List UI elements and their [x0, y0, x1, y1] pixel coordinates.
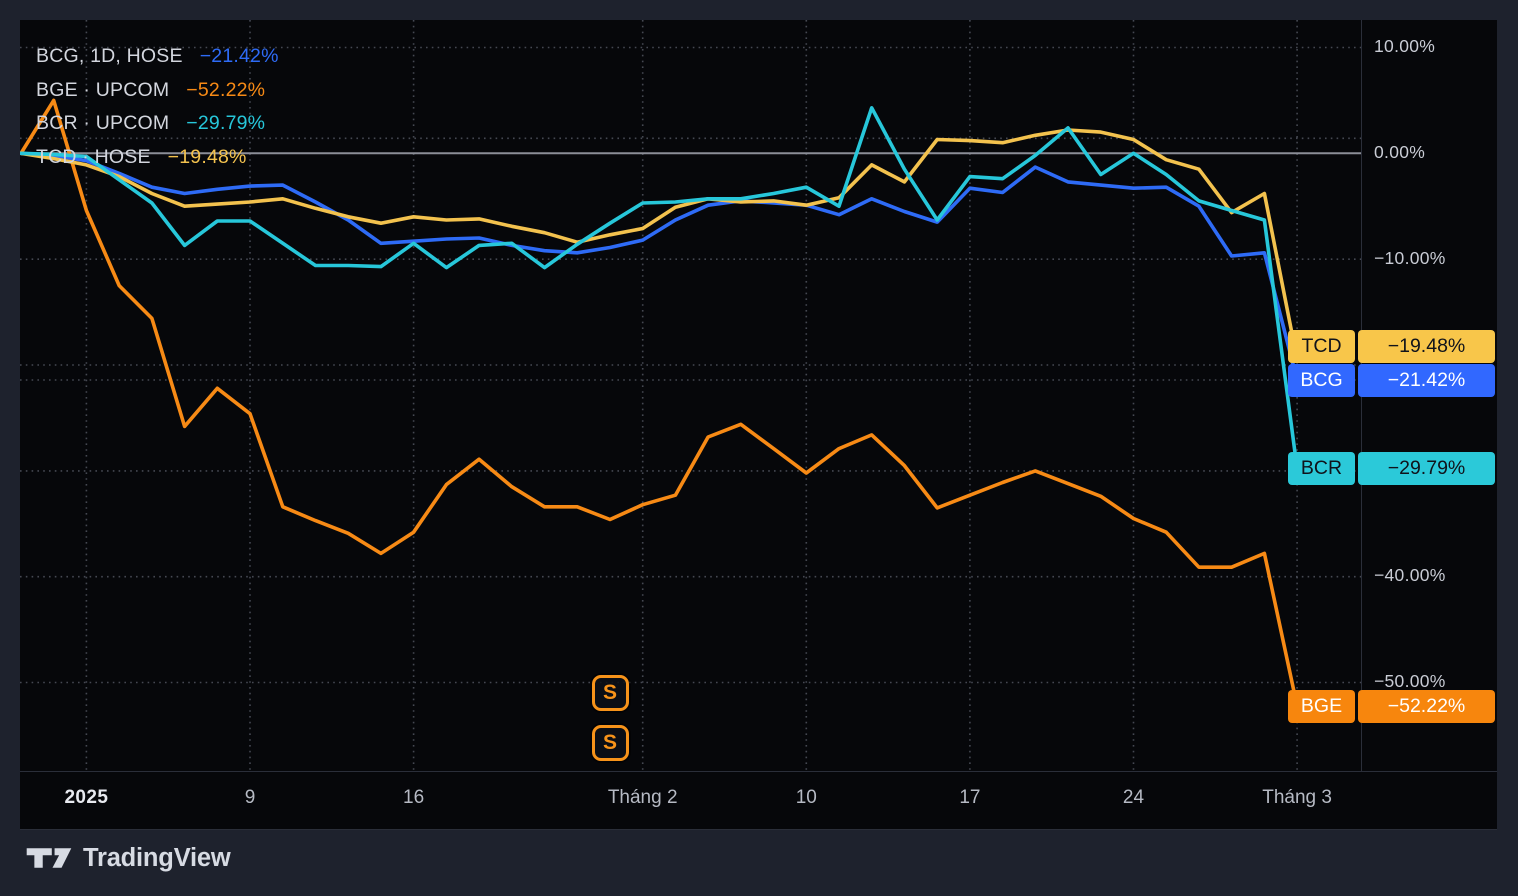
- y-axis-label: 10.00%: [1374, 36, 1436, 56]
- price-chart-canvas[interactable]: [20, 20, 1497, 830]
- symbol-legend: BCG, 1D, HOSE −21.42% BGE · UPCOM −52.22% BC…: [36, 40, 279, 174]
- x-axis-label: 10: [795, 787, 817, 808]
- price-badge-value-BGE: −52.22%: [1358, 689, 1495, 723]
- sell-signal-marker[interactable]: S: [591, 725, 629, 761]
- y-axis-label: −10.00%: [1374, 247, 1446, 268]
- legend-symbol-text: TCD · HOSE: [36, 145, 151, 168]
- price-badge-ticker-BGE: BGE: [1288, 689, 1355, 723]
- y-axis-label: 0.00%: [1374, 141, 1426, 162]
- x-axis-label: Tháng 3: [1262, 787, 1332, 808]
- tradingview-logo-icon: [26, 848, 72, 868]
- price-badge-ticker-BCG: BCG: [1288, 363, 1355, 397]
- price-badge-value-BCR: −29.79%: [1358, 452, 1495, 486]
- legend-change-value: −52.22%: [186, 78, 266, 101]
- price-badge-ticker-BCR: BCR: [1288, 452, 1355, 486]
- legend-row-BGE[interactable]: BGE · UPCOM −52.22%: [36, 74, 279, 108]
- series-line-BCG: [20, 151, 1299, 382]
- price-badge-ticker-TCD: TCD: [1288, 329, 1355, 363]
- y-axis-label: −50.00%: [1374, 671, 1446, 691]
- brand-name: TradingView: [83, 843, 231, 872]
- legend-change-value: −21.42%: [199, 45, 279, 68]
- series-line-BGE: [20, 98, 1299, 708]
- price-badge-value-BCG: −21.42%: [1358, 363, 1495, 397]
- legend-row-BCR[interactable]: BCR · UPCOM −29.79%: [36, 107, 279, 141]
- series-line-TCD: [20, 128, 1299, 362]
- x-axis-label: Tháng 2: [607, 787, 678, 808]
- y-axis-label: −40.00%: [1374, 565, 1446, 586]
- x-axis-label: 16: [403, 787, 425, 808]
- x-axis-label: 24: [1122, 787, 1145, 808]
- price-badge-value-TCD: −19.48%: [1358, 329, 1495, 363]
- chart-pane[interactable]: BCG, 1D, HOSE −21.42% BGE · UPCOM −52.22% BC…: [20, 20, 1497, 830]
- footer-branding[interactable]: TradingView: [26, 842, 231, 874]
- time-axis[interactable]: 2025 9 16 Tháng 2 10 17 24 Tháng 3: [20, 771, 1497, 830]
- legend-symbol-text: BGE · UPCOM: [36, 78, 170, 101]
- series-line-BCR: [20, 106, 1299, 471]
- legend-symbol-text: BCR · UPCOM: [36, 112, 170, 135]
- legend-row-TCD[interactable]: TCD · HOSE −19.48%: [36, 141, 279, 175]
- legend-change-value: −19.48%: [167, 145, 247, 168]
- x-axis-label: 9: [244, 787, 256, 808]
- legend-change-value: −29.79%: [186, 112, 266, 135]
- x-axis-label: 17: [959, 787, 981, 808]
- x-axis-label: 2025: [64, 787, 109, 808]
- legend-row-BCG[interactable]: BCG, 1D, HOSE −21.42%: [36, 40, 279, 74]
- legend-symbol-text: BCG, 1D, HOSE: [36, 45, 183, 68]
- sell-signal-marker[interactable]: S: [591, 675, 629, 711]
